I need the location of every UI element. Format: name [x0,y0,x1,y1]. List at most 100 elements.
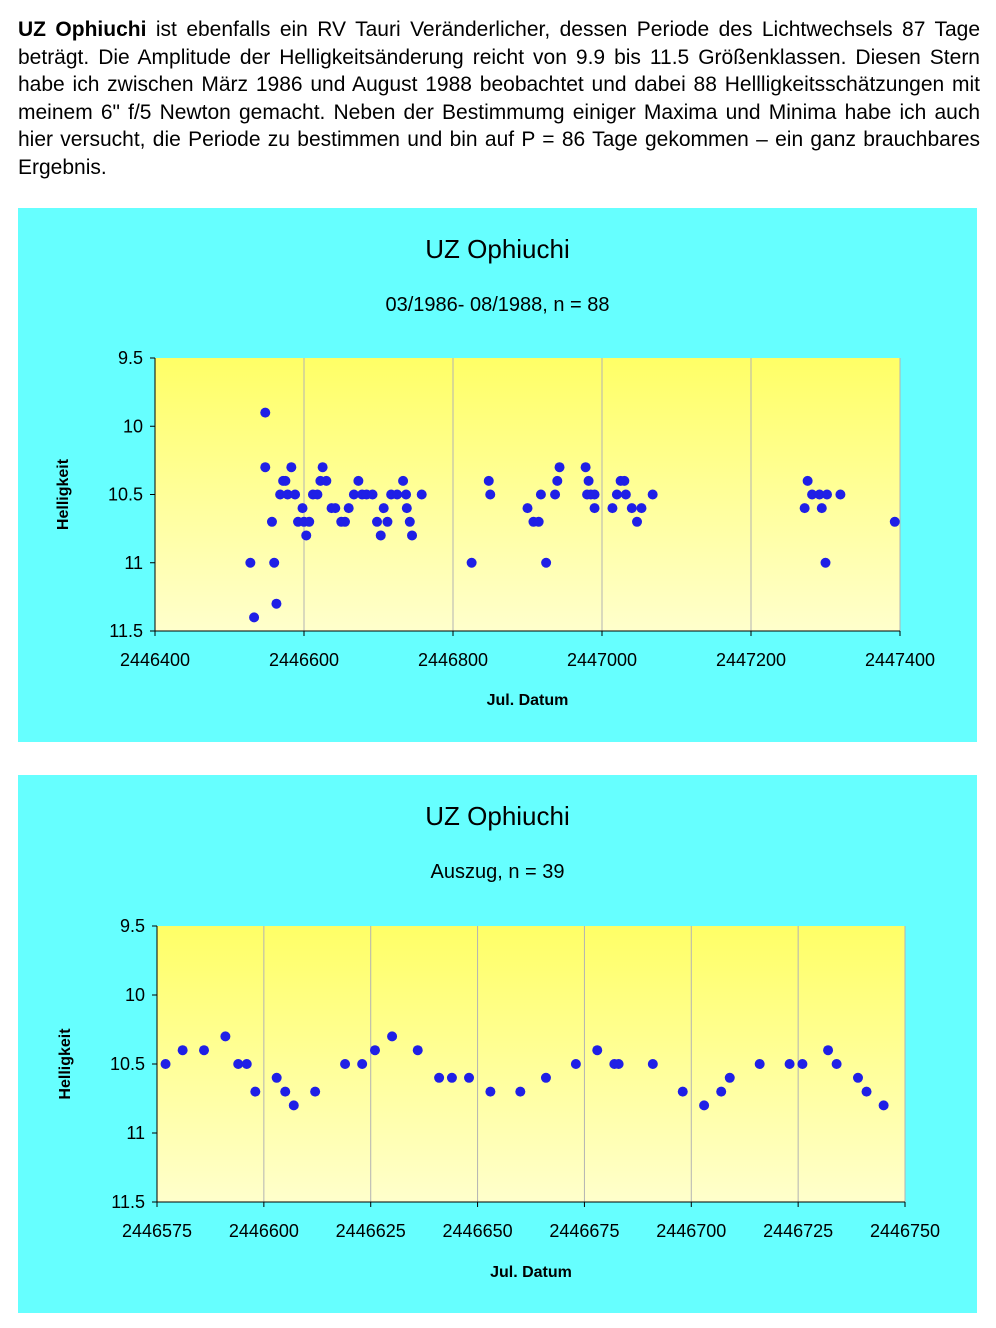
data-point [301,530,312,541]
y-tick-label: 9.5 [118,348,143,368]
data-point [357,1059,368,1069]
data-point [816,503,827,514]
data-point [570,1059,581,1069]
data-point [485,489,496,500]
y-tick-label: 9.5 [120,916,145,936]
data-point [269,557,280,568]
data-point [699,1100,710,1111]
data-point [626,503,637,514]
data-point [340,1059,351,1069]
data-point [407,530,418,541]
chart-excerpt: UZ Ophiuchi Auszug, n = 39 2446575 2446600 2… [57,801,940,1281]
data-point [401,489,412,500]
data-point [724,1072,735,1083]
data-point [401,503,412,514]
data-point [375,530,386,541]
data-point [831,1059,842,1069]
data-point [353,475,364,486]
data-point [245,557,256,568]
data-point [241,1059,252,1069]
data-point [250,1086,261,1097]
data-point [369,1045,380,1056]
x-tick-label: 2446575 [122,1221,192,1241]
chart-title: UZ Ophiuchi [425,234,570,264]
data-point [398,475,409,486]
x-axis-label: Jul. Datum [490,1264,572,1281]
data-point [304,516,315,527]
y-tick-label: 11.5 [111,1192,145,1212]
data-point [619,475,630,486]
data-point [784,1059,795,1069]
data-point [647,489,658,500]
data-point [280,1086,291,1097]
data-point [446,1072,457,1083]
data-point [387,1031,398,1042]
y-axis-label: Helligkeit [55,458,72,530]
data-point [339,516,350,527]
chart-title: UZ Ophiuchi [425,801,570,831]
data-point [343,503,354,514]
plot-area [157,926,905,1202]
data-point [330,503,341,514]
data-point [613,1059,624,1069]
data-point [177,1045,188,1056]
data-point [392,489,403,500]
data-point [550,489,561,500]
data-point [807,489,818,500]
data-point [382,516,393,527]
data-point [823,1045,834,1056]
data-point [878,1100,889,1111]
y-axis-label: Helligkeit [57,1028,74,1100]
data-point [835,489,846,500]
data-point [367,489,378,500]
data-point [580,462,591,473]
data-point [160,1059,171,1069]
x-tick-label: 2446600 [229,1221,299,1241]
y-tick-label: 10.5 [110,1054,145,1074]
data-point [249,612,260,623]
data-point [522,503,533,514]
x-tick-label: 2446725 [763,1221,833,1241]
data-point [271,1072,282,1083]
data-point [592,1045,603,1056]
y-tick-label: 11.5 [109,621,143,641]
data-point [716,1086,727,1097]
data-point [282,489,293,500]
x-tick-label: 2446800 [418,650,488,670]
data-point [266,516,277,527]
data-point [583,475,594,486]
x-tick-label: 2446600 [269,650,339,670]
data-point [820,557,831,568]
data-point [797,1059,808,1069]
data-point [280,475,291,486]
data-point [464,1072,475,1083]
x-tick-label: 2446650 [443,1221,513,1241]
data-point [589,503,600,514]
x-tick-label: 2446625 [336,1221,406,1241]
x-tick-label: 2447000 [567,650,637,670]
x-axis-label: Jul. Datum [487,692,569,709]
chart-panel-full: UZ Ophiuchi 03/1986- 08/1988, n = 88 24464… [18,208,977,742]
data-point [889,516,900,527]
chart-panel-excerpt: UZ Ophiuchi Auszug, n = 39 2446575 2446600 2… [18,775,977,1313]
chart-full: UZ Ophiuchi 03/1986- 08/1988, n = 88 24464… [55,234,935,709]
data-point [799,503,810,514]
data-point [607,503,618,514]
data-point [378,503,389,514]
data-point [412,1045,423,1056]
data-point [535,489,546,500]
data-point [540,1072,551,1083]
star-name: UZ Ophiuchi [18,18,147,41]
data-point [321,475,332,486]
y-tick-label: 10.5 [108,485,143,505]
data-point [533,516,544,527]
data-point [317,462,328,473]
data-point [754,1059,765,1069]
data-point [271,598,282,609]
data-point [636,503,647,514]
x-tick-label: 2447400 [865,650,935,670]
chart-subtitle: 03/1986- 08/1988, n = 88 [385,294,609,316]
data-point [297,503,308,514]
data-point [552,475,563,486]
data-point [260,407,271,418]
